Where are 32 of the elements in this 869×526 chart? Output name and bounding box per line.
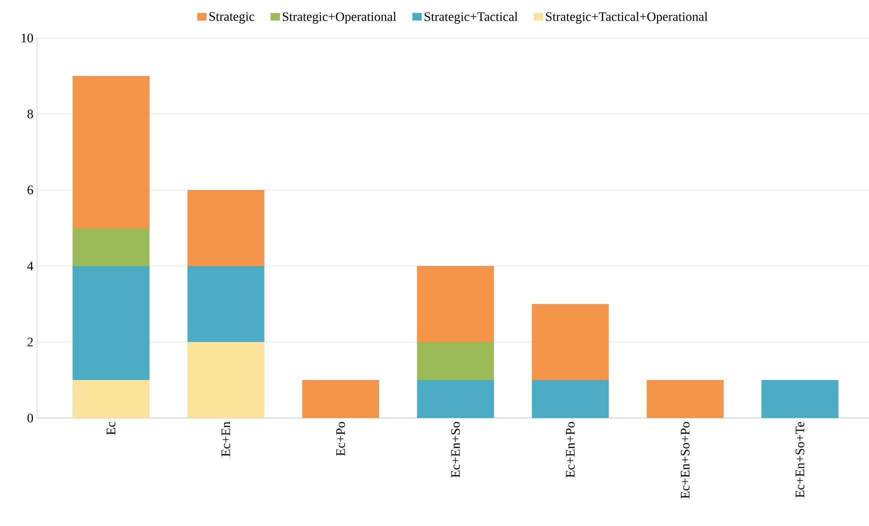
bar: [417, 380, 494, 418]
legend-label: Strategic+Operational: [282, 12, 396, 24]
x-tick-label: Ec+Po: [336, 422, 345, 456]
legend-label: Strategic: [209, 12, 254, 24]
bar: [302, 380, 380, 418]
bar: [187, 342, 264, 418]
x-tick-label: Ec+En+So+Te: [796, 422, 804, 498]
x-tick-label: Ec+En: [222, 422, 230, 456]
bar: [72, 76, 150, 228]
legend-label: Strategic+Tactical+Operational: [546, 12, 708, 24]
x-tick-label: Ec+En+So: [451, 422, 460, 478]
bar: [532, 380, 609, 418]
y-tick-label: 10: [22, 34, 33, 42]
bar: [417, 266, 494, 342]
bar: [72, 380, 150, 418]
x-tick-label: Ec+En+Po: [566, 422, 575, 478]
y-tick-label: 2: [28, 338, 33, 346]
y-tick-label: 4: [27, 262, 34, 270]
x-tick-label: Ec: [106, 422, 116, 435]
y-tick-label: 8: [28, 110, 33, 118]
bar: [762, 380, 838, 418]
bar: [72, 228, 150, 266]
bar: [532, 304, 609, 380]
bar: [187, 266, 264, 342]
legend-label: Strategic+Tactical: [424, 12, 518, 24]
y-tick-label: 6: [28, 186, 34, 194]
x-tick-label: Ec+En+So+Po: [680, 422, 690, 498]
bar: [417, 342, 494, 380]
bar: [646, 380, 724, 418]
bar: [72, 266, 150, 380]
bar: [187, 190, 264, 266]
y-tick-label: 0: [28, 414, 33, 422]
